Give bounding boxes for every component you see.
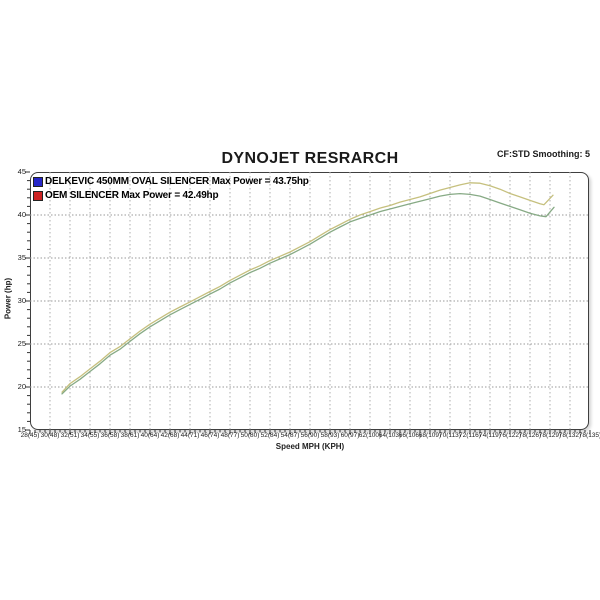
x-axis-title: Speed MPH (KPH) (275, 442, 345, 451)
x-tick-label: 44(71) (180, 432, 200, 439)
x-tick-label: 34(55) (80, 432, 100, 439)
x-tick-label: 70(113) (439, 432, 461, 439)
red-square-swatch-icon (33, 190, 43, 201)
y-tick-label: 35 (17, 253, 26, 262)
x-tick-label: 78(132) (558, 432, 582, 439)
x-tick-label: 74(119) (479, 432, 501, 439)
x-tick-label: 78(129) (538, 432, 562, 439)
legend-label-oem: OEM SILENCER Max Power = 42.49hp (45, 190, 219, 201)
x-tick-label: 78(126) (518, 432, 542, 439)
chart-title: DYNOJET RESRARCH (221, 150, 399, 167)
x-tick-label: 32(51) (60, 432, 80, 439)
x-tick-label: 52(84) (260, 432, 280, 439)
legend-item-delkevic: DELKEVIC 450MM OVAL SILENCER Max Power =… (33, 175, 309, 188)
x-tick-label: 64(103) (378, 432, 402, 439)
x-tick-label: 76(122) (498, 432, 522, 439)
legend-item-oem: OEM SILENCER Max Power = 42.49hp (33, 189, 309, 202)
x-tick-label: 28(45) (20, 432, 40, 439)
x-tick-label: 30(48) (40, 432, 60, 439)
legend-label-delkevic: DELKEVIC 450MM OVAL SILENCER Max Power =… (45, 176, 309, 187)
x-tick-label: 42(68) (160, 432, 180, 439)
y-tick-label: 45 (17, 167, 26, 176)
smoothing-setting-label: CF:STD Smoothing: 5 (497, 149, 590, 159)
x-tick-label: 62(100) (358, 432, 382, 439)
x-tick-label: 46(74) (200, 432, 220, 439)
x-tick-label: 68(109) (418, 432, 442, 439)
x-tick-label: 36(58) (100, 432, 120, 439)
y-tick-label: 15 (17, 425, 26, 434)
x-tick-label: 58(93) (320, 432, 340, 439)
y-tick-label: 20 (17, 382, 26, 391)
blue-square-swatch-icon (33, 176, 43, 187)
x-tick-label: 78(135) (578, 432, 600, 439)
legend: DELKEVIC 450MM OVAL SILENCER Max Power =… (33, 175, 309, 202)
x-tick-label: 66(106) (398, 432, 422, 439)
x-tick-label: 60(97) (340, 432, 360, 439)
plot-area-frame (30, 172, 589, 430)
y-tick-label: 25 (17, 339, 26, 348)
x-tick-label: 50(80) (240, 432, 260, 439)
x-tick-label: 38(61) (120, 432, 140, 439)
x-tick-label: 48(77) (220, 432, 240, 439)
y-tick-label: 30 (17, 296, 26, 305)
x-tick-label: 72(116) (459, 432, 481, 439)
y-tick-label: 40 (17, 210, 26, 219)
x-tick-label: 40(64) (140, 432, 160, 439)
x-tick-label: 54(87) (280, 432, 300, 439)
x-tick-label: 56(90) (300, 432, 320, 439)
